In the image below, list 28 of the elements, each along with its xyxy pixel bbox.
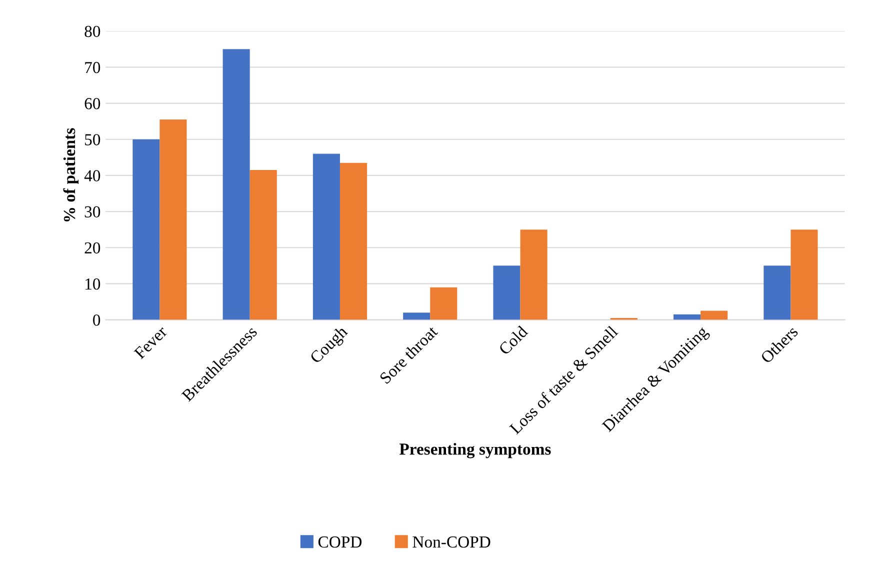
legend-label: Non-COPD	[412, 536, 490, 548]
y-tick-label: 30	[84, 206, 100, 218]
legend-label: COPD	[318, 536, 362, 548]
y-tick-label: 20	[84, 242, 100, 254]
x-tick-label: Cold	[498, 324, 528, 356]
bar	[430, 287, 458, 320]
bar	[764, 266, 791, 320]
y-tick-label: 40	[84, 170, 100, 182]
y-axis-title: % of patients	[63, 128, 79, 222]
bar	[790, 230, 818, 320]
y-tick-label: 80	[84, 26, 100, 38]
bar	[674, 314, 701, 320]
bar	[340, 162, 368, 320]
y-tick-label: 60	[84, 98, 100, 110]
y-tick-label: 70	[85, 62, 100, 74]
bar	[222, 49, 250, 320]
x-axis-title: Presenting symptoms	[399, 443, 551, 458]
bar	[493, 266, 520, 320]
y-tick-label: 0	[93, 314, 100, 326]
y-tick-label: 50	[85, 134, 100, 146]
bar	[520, 230, 548, 320]
bar	[132, 139, 160, 320]
y-tick-label: 10	[86, 278, 100, 290]
bar	[160, 120, 187, 320]
bar	[403, 312, 430, 320]
bar	[250, 170, 277, 320]
bar	[700, 310, 728, 320]
bar	[312, 154, 340, 320]
